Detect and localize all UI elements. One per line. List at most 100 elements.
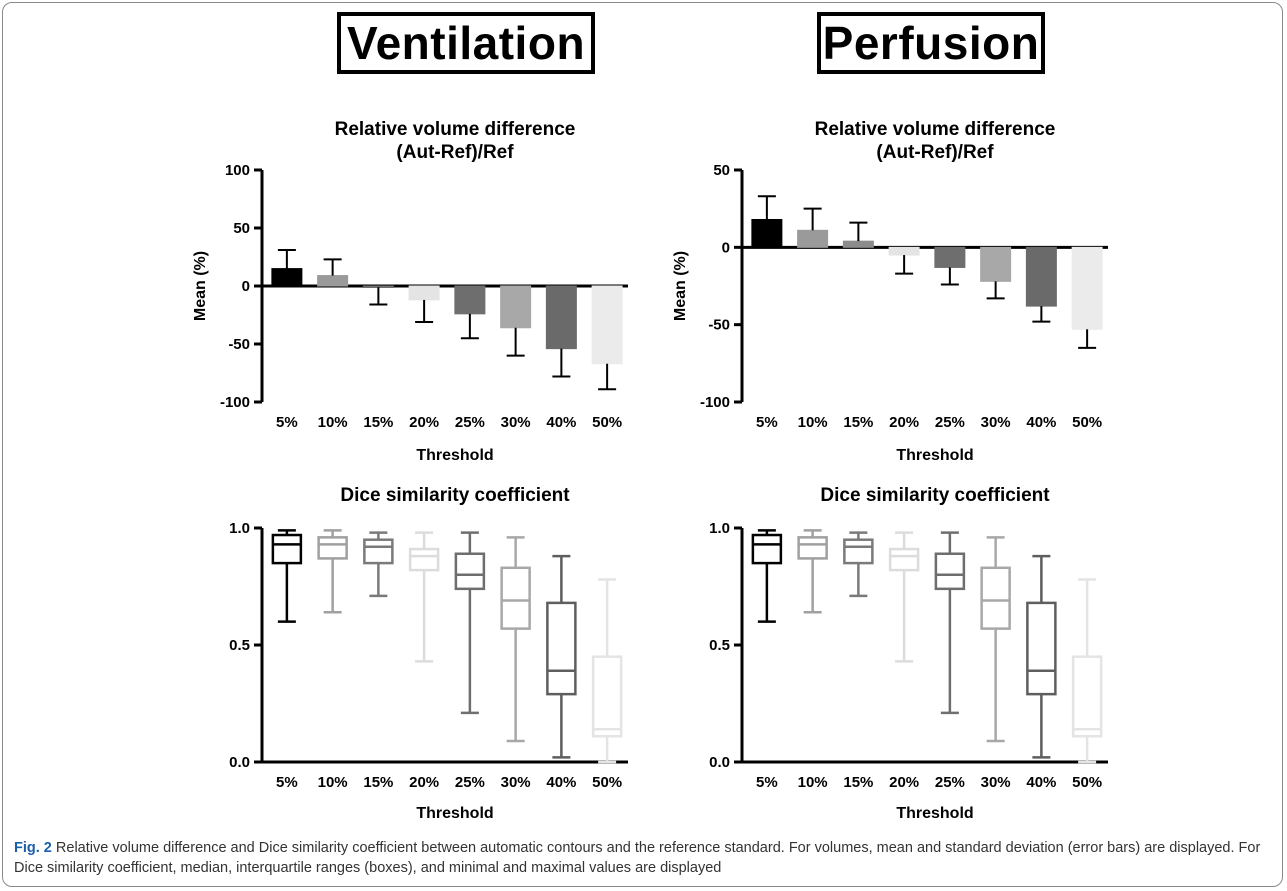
- bar: [317, 275, 349, 287]
- chart-title: Relative volume difference: [815, 119, 1056, 140]
- x-tick-label: 10%: [798, 774, 828, 791]
- x-tick-label: 20%: [889, 414, 919, 431]
- x-tick-label: 5%: [756, 774, 778, 791]
- caption-text: Relative volume difference and Dice simi…: [14, 840, 1261, 876]
- chart-title: Relative volume difference: [335, 119, 576, 140]
- x-tick-label: 30%: [501, 414, 531, 431]
- x-tick-label: 15%: [843, 414, 873, 431]
- box: [1026, 601, 1057, 696]
- x-tick-label: 10%: [318, 774, 348, 791]
- bar: [500, 285, 532, 329]
- box: [751, 533, 783, 565]
- x-tick-label: 40%: [1026, 414, 1056, 431]
- y-tick-label: 1.0: [229, 520, 250, 537]
- x-tick-label: 15%: [363, 774, 393, 791]
- x-tick-label: 20%: [409, 414, 439, 431]
- bar: [888, 246, 920, 256]
- x-tick-label: 5%: [276, 774, 298, 791]
- x-tick-label: 25%: [455, 774, 485, 791]
- x-axis-label: Threshold: [416, 447, 493, 464]
- x-tick-label: 50%: [592, 414, 622, 431]
- figure-caption: Fig. 2 Relative volume difference and Di…: [14, 838, 1276, 878]
- box: [934, 552, 966, 591]
- box: [1071, 655, 1103, 738]
- box: [888, 547, 920, 572]
- x-tick-label: 20%: [409, 774, 439, 791]
- bar: [980, 246, 1012, 282]
- x-tick-label: 50%: [592, 774, 622, 791]
- y-tick-label: 50: [233, 220, 250, 237]
- y-tick-label: 0.0: [229, 754, 250, 771]
- chart-perf-dice: Dice similarity coefficient 1.0 0.5 0.0 5% 10…: [709, 485, 1108, 822]
- chart-vent-volume: Relative volume difference(Aut-Ref)/Ref 1…: [192, 119, 628, 464]
- chart-title: Dice similarity coefficient: [340, 485, 570, 506]
- box: [408, 547, 440, 572]
- bar: [934, 246, 966, 268]
- x-tick-label: 25%: [455, 414, 485, 431]
- y-axis-label: Mean (%): [672, 251, 689, 321]
- ventilation-heading: Ventilation: [337, 12, 595, 74]
- box: [500, 566, 531, 630]
- y-tick-label: 0: [722, 239, 730, 256]
- y-tick-label: -100: [700, 394, 730, 411]
- bar: [1025, 246, 1057, 307]
- y-tick-label: 0: [242, 278, 250, 295]
- bar: [797, 229, 829, 248]
- box: [797, 536, 828, 560]
- y-tick-label: 100: [225, 162, 250, 179]
- chart-title: Dice similarity coefficient: [820, 485, 1050, 506]
- y-tick-label: 50: [713, 162, 730, 179]
- x-tick-label: 40%: [546, 774, 576, 791]
- y-tick-label: 0.0: [709, 754, 730, 771]
- box: [591, 655, 623, 738]
- x-tick-label: 15%: [843, 774, 873, 791]
- chart-subtitle: (Aut-Ref)/Ref: [396, 142, 514, 163]
- y-tick-label: -50: [228, 336, 250, 353]
- box: [843, 538, 874, 565]
- x-axis-label: Threshold: [896, 805, 973, 822]
- bar: [454, 285, 486, 315]
- y-tick-label: 0.5: [709, 637, 730, 654]
- x-tick-label: 50%: [1072, 774, 1102, 791]
- box: [271, 533, 303, 565]
- x-tick-label: 5%: [756, 414, 778, 431]
- bar: [591, 285, 623, 365]
- bar: [1071, 246, 1103, 330]
- y-tick-label: -50: [708, 317, 730, 334]
- x-tick-label: 10%: [318, 414, 348, 431]
- perfusion-heading: Perfusion: [817, 12, 1045, 74]
- box: [317, 536, 348, 560]
- x-tick-label: 5%: [276, 414, 298, 431]
- bar: [842, 240, 874, 248]
- x-tick-label: 30%: [981, 414, 1011, 431]
- x-tick-label: 40%: [1026, 774, 1056, 791]
- x-tick-label: 30%: [981, 774, 1011, 791]
- x-tick-label: 15%: [363, 414, 393, 431]
- x-tick-label: 10%: [798, 414, 828, 431]
- caption-label: Fig. 2: [14, 840, 52, 856]
- y-tick-label: -100: [220, 394, 250, 411]
- box: [980, 566, 1011, 630]
- x-tick-label: 25%: [935, 414, 965, 431]
- x-axis-label: Threshold: [416, 805, 493, 822]
- bar: [751, 218, 783, 248]
- bar: [545, 285, 577, 350]
- chart-vent-dice: Dice similarity coefficient 1.0 0.5 0.0 5% 10…: [229, 485, 628, 822]
- box: [363, 538, 394, 565]
- bar: [271, 268, 303, 287]
- chart-subtitle: (Aut-Ref)/Ref: [876, 142, 994, 163]
- chart-perf-volume: Relative volume difference(Aut-Ref)/Ref 5…: [672, 119, 1108, 464]
- x-tick-label: 50%: [1072, 414, 1102, 431]
- y-tick-label: 0.5: [229, 637, 250, 654]
- y-tick-label: 1.0: [709, 520, 730, 537]
- box: [546, 601, 577, 696]
- y-axis-label: Mean (%): [192, 251, 209, 321]
- bar: [408, 285, 440, 301]
- x-tick-label: 25%: [935, 774, 965, 791]
- x-tick-label: 20%: [889, 774, 919, 791]
- x-axis-label: Threshold: [896, 447, 973, 464]
- box: [454, 552, 486, 591]
- x-tick-label: 40%: [546, 414, 576, 431]
